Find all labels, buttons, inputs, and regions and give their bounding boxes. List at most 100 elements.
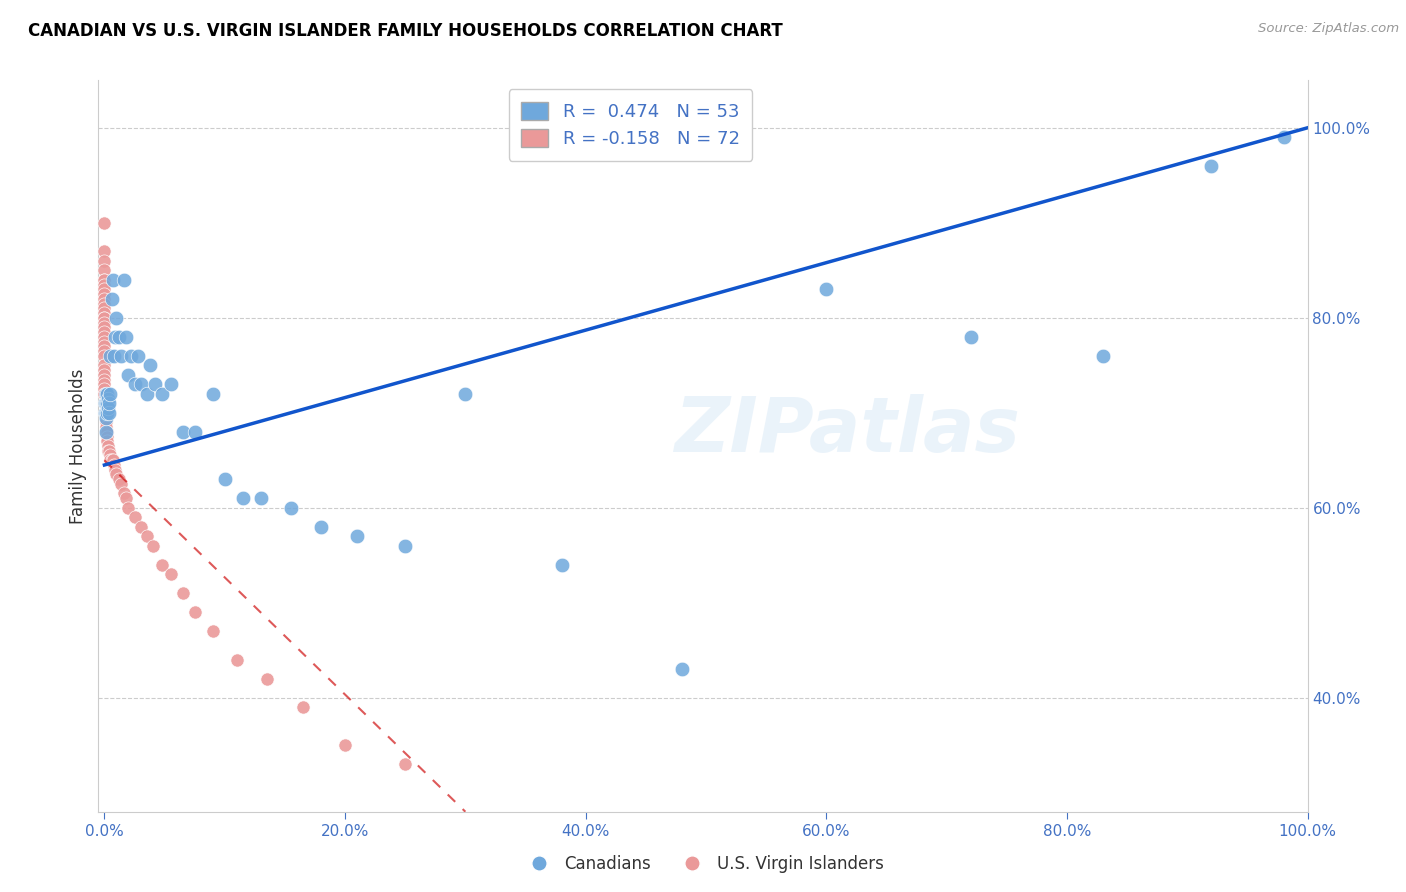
- Point: [94, 386, 117, 401]
- Point: [291, 700, 314, 714]
- Point: [93, 273, 115, 287]
- Point: [671, 662, 693, 676]
- Point: [100, 349, 122, 363]
- Point: [110, 349, 132, 363]
- Point: [201, 624, 224, 639]
- Point: [139, 358, 162, 372]
- Point: [93, 330, 115, 344]
- Point: [105, 310, 128, 325]
- Point: [93, 292, 115, 306]
- Point: [94, 415, 117, 429]
- Point: [93, 277, 115, 292]
- Point: [815, 282, 838, 296]
- Point: [201, 386, 224, 401]
- Point: [93, 339, 115, 353]
- Point: [333, 738, 356, 752]
- Point: [129, 520, 152, 534]
- Point: [96, 434, 118, 449]
- Point: [150, 558, 173, 572]
- Point: [103, 458, 125, 472]
- Point: [93, 382, 115, 396]
- Point: [97, 401, 120, 415]
- Point: [129, 377, 152, 392]
- Point: [112, 273, 135, 287]
- Point: [183, 425, 205, 439]
- Point: [172, 425, 194, 439]
- Point: [96, 406, 118, 420]
- Point: [97, 392, 120, 406]
- Point: [94, 406, 117, 420]
- Point: [115, 330, 138, 344]
- Text: CANADIAN VS U.S. VIRGIN ISLANDER FAMILY HOUSEHOLDS CORRELATION CHART: CANADIAN VS U.S. VIRGIN ISLANDER FAMILY …: [28, 22, 783, 40]
- Point: [93, 344, 115, 359]
- Point: [97, 443, 120, 458]
- Point: [454, 386, 477, 401]
- Point: [93, 316, 115, 330]
- Point: [256, 672, 278, 686]
- Point: [394, 757, 416, 772]
- Point: [105, 467, 128, 482]
- Point: [110, 477, 132, 491]
- Point: [135, 529, 157, 543]
- Point: [172, 586, 194, 600]
- Point: [96, 410, 118, 425]
- Point: [250, 491, 273, 506]
- Point: [96, 386, 118, 401]
- Point: [124, 510, 146, 524]
- Point: [550, 558, 572, 572]
- Point: [159, 567, 181, 582]
- Point: [346, 529, 368, 543]
- Point: [394, 539, 416, 553]
- Point: [104, 330, 127, 344]
- Point: [98, 396, 121, 410]
- Point: [96, 425, 118, 439]
- Point: [93, 296, 115, 310]
- Point: [98, 406, 121, 420]
- Point: [98, 443, 121, 458]
- Point: [93, 263, 115, 277]
- Point: [94, 406, 117, 420]
- Point: [94, 396, 117, 410]
- Point: [120, 349, 142, 363]
- Point: [93, 306, 115, 320]
- Point: [108, 330, 131, 344]
- Point: [112, 486, 135, 500]
- Point: [94, 406, 117, 420]
- Point: [101, 453, 124, 467]
- Point: [104, 463, 127, 477]
- Point: [94, 406, 117, 420]
- Text: Source: ZipAtlas.com: Source: ZipAtlas.com: [1258, 22, 1399, 36]
- Point: [183, 605, 205, 619]
- Point: [93, 372, 115, 386]
- Point: [94, 425, 117, 439]
- Point: [117, 500, 139, 515]
- Point: [115, 491, 138, 506]
- Point: [142, 539, 165, 553]
- Point: [1201, 159, 1223, 173]
- Point: [150, 386, 173, 401]
- Point: [93, 320, 115, 334]
- Text: ZIPatlas: ZIPatlas: [675, 394, 1021, 468]
- Point: [309, 520, 332, 534]
- Point: [93, 349, 115, 363]
- Point: [117, 368, 139, 382]
- Point: [214, 472, 236, 486]
- Point: [93, 253, 115, 268]
- Point: [959, 330, 981, 344]
- Point: [93, 334, 115, 349]
- Point: [100, 292, 122, 306]
- Point: [93, 273, 115, 287]
- Point: [100, 386, 122, 401]
- Point: [93, 287, 115, 301]
- Point: [232, 491, 254, 506]
- Point: [1092, 349, 1115, 363]
- Point: [96, 429, 118, 443]
- Point: [143, 377, 166, 392]
- Point: [94, 425, 117, 439]
- Point: [127, 349, 149, 363]
- Point: [100, 449, 122, 463]
- Point: [93, 310, 115, 325]
- Point: [94, 410, 117, 425]
- Point: [1272, 130, 1295, 145]
- Point: [93, 325, 115, 339]
